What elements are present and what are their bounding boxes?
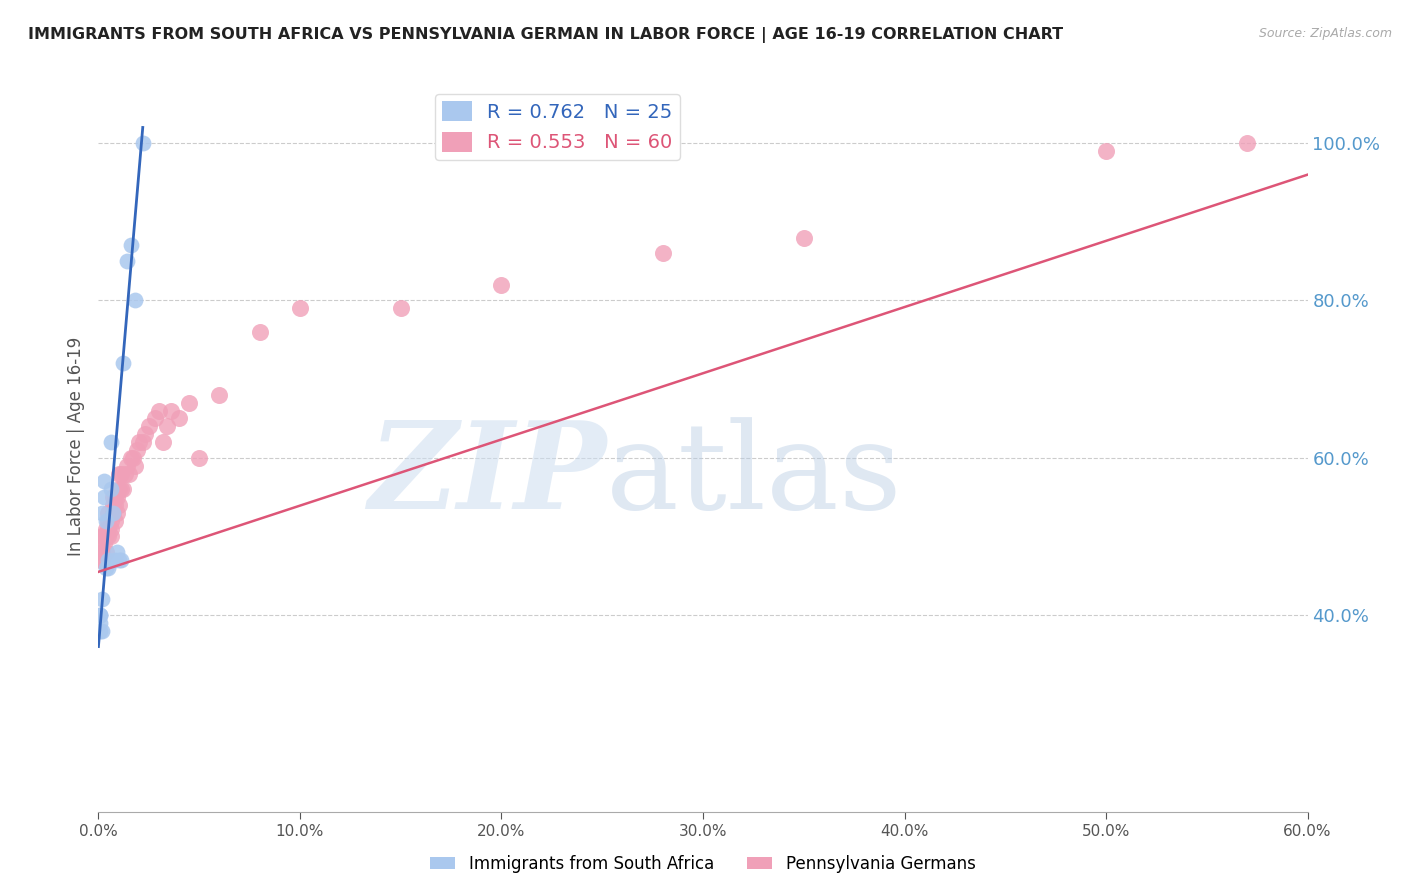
Point: [115, 254, 138, 268]
Point: [100, 514, 122, 528]
Point: [208, 388, 231, 402]
Point: [91, 553, 114, 567]
Point: [249, 325, 271, 339]
Text: Source: ZipAtlas.com: Source: ZipAtlas.com: [1258, 27, 1392, 40]
Point: [288, 301, 311, 316]
Point: [156, 419, 179, 434]
Point: [107, 498, 129, 512]
Point: [132, 136, 155, 151]
Point: [138, 419, 160, 434]
Point: [91, 506, 114, 520]
Point: [89, 615, 111, 630]
Point: [97, 506, 120, 520]
Legend: R = 0.762   N = 25, R = 0.553   N = 60: R = 0.762 N = 25, R = 0.553 N = 60: [434, 94, 681, 160]
Point: [188, 450, 211, 465]
Y-axis label: In Labor Force | Age 16-19: In Labor Force | Age 16-19: [66, 336, 84, 556]
Point: [96, 545, 118, 559]
Point: [97, 561, 120, 575]
Point: [105, 545, 128, 559]
Point: [105, 506, 128, 520]
Point: [100, 435, 122, 450]
Point: [121, 450, 143, 465]
Point: [101, 498, 124, 512]
Point: [1095, 144, 1118, 158]
Point: [100, 522, 122, 536]
Point: [132, 435, 155, 450]
Point: [93, 475, 115, 489]
Point: [101, 506, 124, 520]
Point: [91, 624, 114, 638]
Point: [107, 482, 129, 496]
Point: [103, 490, 125, 504]
Point: [89, 553, 111, 567]
Point: [111, 482, 134, 496]
Point: [101, 506, 124, 520]
Point: [97, 514, 120, 528]
Point: [179, 396, 201, 410]
Point: [103, 498, 125, 512]
Point: [93, 529, 115, 543]
Point: [128, 435, 150, 450]
Point: [100, 529, 122, 543]
Point: [96, 514, 118, 528]
Point: [491, 277, 513, 292]
Point: [389, 301, 412, 316]
Point: [120, 450, 142, 465]
Legend: Immigrants from South Africa, Pennsylvania Germans: Immigrants from South Africa, Pennsylvan…: [423, 848, 983, 880]
Point: [101, 490, 124, 504]
Point: [97, 553, 120, 567]
Point: [97, 529, 120, 543]
Point: [124, 458, 146, 473]
Point: [103, 514, 125, 528]
Point: [107, 553, 129, 567]
Point: [793, 230, 815, 244]
Text: ZIP: ZIP: [368, 416, 606, 534]
Point: [111, 356, 134, 370]
Point: [143, 411, 166, 425]
Point: [148, 403, 170, 417]
Point: [114, 467, 136, 481]
Point: [96, 522, 118, 536]
Point: [134, 427, 156, 442]
Point: [107, 467, 129, 481]
Point: [96, 529, 118, 543]
Point: [125, 442, 148, 457]
Point: [651, 246, 673, 260]
Point: [110, 467, 132, 481]
Point: [103, 553, 125, 567]
Point: [93, 490, 115, 504]
Point: [110, 553, 132, 567]
Point: [89, 537, 111, 551]
Point: [1236, 136, 1258, 151]
Point: [120, 238, 142, 252]
Point: [93, 537, 115, 551]
Point: [96, 561, 118, 575]
Point: [89, 608, 111, 623]
Text: IMMIGRANTS FROM SOUTH AFRICA VS PENNSYLVANIA GERMAN IN LABOR FORCE | AGE 16-19 C: IMMIGRANTS FROM SOUTH AFRICA VS PENNSYLV…: [28, 27, 1063, 43]
Point: [110, 482, 132, 496]
Point: [89, 624, 111, 638]
Point: [89, 608, 111, 623]
Point: [124, 293, 146, 308]
Point: [93, 529, 115, 543]
Point: [160, 403, 183, 417]
Point: [100, 482, 122, 496]
Point: [167, 411, 190, 425]
Point: [115, 458, 138, 473]
Point: [91, 529, 114, 543]
Point: [91, 545, 114, 559]
Point: [105, 490, 128, 504]
Point: [152, 435, 174, 450]
Text: atlas: atlas: [606, 417, 903, 533]
Point: [97, 522, 120, 536]
Point: [118, 467, 141, 481]
Point: [91, 592, 114, 607]
